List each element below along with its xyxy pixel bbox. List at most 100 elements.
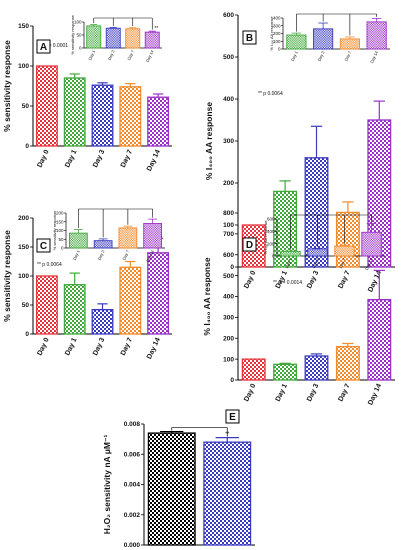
- y-tick-label: 400: [223, 294, 234, 301]
- y-tick-label: 300: [223, 138, 234, 145]
- inset-x-tick-label: Day 14: [145, 249, 155, 263]
- panel-label-box: [225, 409, 240, 424]
- y-tick-label: 0: [25, 331, 29, 338]
- inset-x-tick-label: Day 1: [290, 50, 299, 62]
- inset-x-tick-label: Day 3: [317, 50, 326, 62]
- inset-y-tick-label: 400: [273, 16, 281, 21]
- y-tick-label: 0.002: [124, 512, 141, 519]
- y-tick-label: 50: [22, 103, 30, 110]
- inset-chart-c: 0 50 100 150 200% sensitivity response Day 1 D…: [52, 208, 165, 263]
- bar: [119, 86, 142, 147]
- bar: [241, 358, 266, 381]
- inset-y-tick-label: 300: [273, 23, 281, 28]
- inset-bar: [118, 227, 138, 249]
- y-axis-label: % I₄₀₀ AA response: [202, 257, 212, 335]
- inset-x-tick-label: Day 7: [121, 249, 130, 261]
- y-tick-label: 0: [25, 143, 29, 150]
- inset-x-tick-label: Day 1: [284, 257, 293, 269]
- y-tick-label: 600: [223, 252, 234, 259]
- x-tick-label: Day 14: [146, 337, 162, 361]
- inset-x-tick-label: Day 1: [72, 249, 81, 261]
- bar: [35, 65, 58, 147]
- inset-x-tick-label: Day 3: [311, 257, 320, 269]
- x-tick-label: Day 3: [306, 270, 320, 290]
- panel-label-box: [36, 238, 51, 253]
- x-tick-label: Day 14: [367, 383, 383, 407]
- y-tick-label: 0.006: [124, 451, 141, 458]
- panel-label: A: [40, 42, 47, 53]
- bar: [335, 211, 360, 268]
- inset-x-tick-label: Day 1: [87, 49, 96, 61]
- x-tick-label: Day 3: [92, 337, 106, 357]
- inset-y-axis-label: % sensitivity response: [52, 210, 57, 250]
- inset-x-tick-label: Day 7: [338, 257, 347, 269]
- bar: [335, 345, 360, 381]
- panel-label: E: [229, 412, 236, 423]
- inset-y-axis-label: % I₄₀₀ AA response: [269, 16, 274, 51]
- y-tick-label: 400: [223, 96, 234, 103]
- x-tick-label: Day 1: [64, 149, 78, 169]
- inset-x-tick-label: Day 7: [343, 50, 352, 62]
- y-tick-label: 0.008: [124, 421, 141, 428]
- x-tick-label: Day 0: [243, 270, 257, 290]
- y-axis-label: % sensitivity response: [2, 230, 12, 322]
- p-value-annotation: ** p = 0.0001: [39, 43, 68, 49]
- inset-y-tick-label: 100: [74, 20, 82, 25]
- inset-bar: [361, 231, 382, 257]
- y-tick-label: 200: [18, 215, 29, 222]
- panel-d: 0 100 200 300 400 500 600 700 800 % I₄₀₀ AA respo…: [202, 210, 395, 406]
- y-tick-label: 0: [230, 264, 234, 271]
- significance-stars: **: [225, 432, 229, 438]
- inset-bar: [366, 21, 387, 50]
- y-tick-label: 150: [18, 244, 29, 251]
- inset-chart-b: 0 100 200 300 400% I₄₀₀ AA response Day 1 Day …: [269, 13, 390, 64]
- inset-y-tick-label: 0: [272, 254, 275, 259]
- inset-y-tick-label: 200: [273, 31, 281, 36]
- inset-bar: [286, 34, 307, 50]
- bar: [63, 77, 86, 147]
- bar: [147, 252, 170, 335]
- y-tick-label: 700: [223, 231, 234, 238]
- bar: [203, 441, 252, 546]
- inset-bar: [313, 28, 334, 50]
- x-tick-label: Day 0: [243, 383, 257, 403]
- inset-x-tick-label: Day 14: [145, 49, 155, 63]
- inset-bar: [307, 248, 328, 257]
- inset-y-tick-label: 200: [267, 241, 275, 246]
- inset-y-axis-label: % I₄₀₀ AA response: [263, 220, 268, 255]
- inset-y-tick-label: 100: [56, 228, 64, 233]
- y-tick-label: 200: [223, 335, 234, 342]
- x-tick-label: Day 3: [92, 149, 106, 169]
- inset-y-tick-label: 150: [56, 219, 64, 224]
- x-tick-label: Day 1: [275, 383, 289, 403]
- inset-x-tick-label: Day 14: [364, 257, 374, 271]
- y-tick-label: 100: [18, 63, 29, 70]
- inset-bar: [105, 27, 121, 49]
- inset-y-tick-label: 200: [56, 211, 64, 216]
- inset-bar: [125, 28, 141, 49]
- inset-y-tick-label: 600: [267, 217, 275, 222]
- panel-e-significance: **: [171, 427, 229, 438]
- x-tick-label: Day 0: [36, 149, 50, 169]
- inset-y-tick-label: 50: [58, 237, 64, 242]
- y-tick-label: 600: [223, 12, 234, 19]
- inset-x-tick-label: Day 7: [126, 49, 135, 61]
- inset-bar: [93, 240, 113, 249]
- x-tick-label: Day 14: [367, 270, 383, 294]
- y-axis-label: % I₄₀₀ AA response: [204, 102, 214, 180]
- x-tick-label: Day 1: [64, 337, 78, 357]
- inset-bar: [339, 38, 360, 50]
- inset-bar: [144, 31, 160, 49]
- y-tick-label: 150: [18, 23, 29, 30]
- bar: [91, 308, 114, 335]
- panel-e: 0.000 0.002 0.004 0.006 0.008 H₂O₂ sensitivit…: [102, 409, 255, 549]
- significance-stars: **: [154, 26, 158, 32]
- y-tick-label: 800: [223, 210, 234, 217]
- x-tick-label: Day 0: [36, 337, 50, 357]
- y-tick-label: 200: [223, 180, 234, 187]
- bar: [119, 266, 142, 335]
- p-value-annotation: ** p = 0.0014: [273, 280, 302, 286]
- p-value-annotation: ** p 0.0064: [37, 262, 62, 268]
- inset-bar: [69, 232, 88, 249]
